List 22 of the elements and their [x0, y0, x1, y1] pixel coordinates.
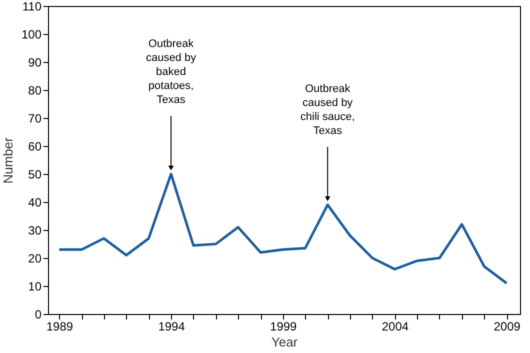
line-series: [58, 172, 508, 284]
y-tick-label: 60: [28, 140, 42, 154]
y-tick-label: 30: [28, 224, 42, 238]
x-tick-label: 1999: [270, 320, 298, 334]
y-tick-label: 80: [28, 84, 42, 98]
y-tick-label: 90: [28, 56, 42, 70]
x-tick-label: 1994: [158, 320, 186, 334]
annotation: Outbreak caused by baked potatoes, Texas: [146, 38, 197, 106]
y-tick-label: 0: [34, 308, 42, 322]
y-tick-label: 40: [28, 196, 42, 210]
y-tick-label: 20: [28, 252, 42, 266]
annotation: Outbreak caused by chili sauce, Texas: [300, 82, 355, 137]
y-tick-label: 10: [28, 280, 42, 294]
y-tick-label: 50: [28, 168, 42, 182]
x-tick-label: 2004: [382, 320, 409, 334]
y-axis-title: Number: [0, 136, 16, 184]
x-tick-label: 2009: [494, 320, 521, 334]
y-tick-label: 70: [28, 112, 42, 126]
x-tick-label: 1989: [46, 320, 74, 334]
y-tick-label: 110: [22, 0, 42, 14]
y-tick-label: 100: [21, 28, 42, 42]
x-axis-title: Year: [271, 334, 298, 350]
